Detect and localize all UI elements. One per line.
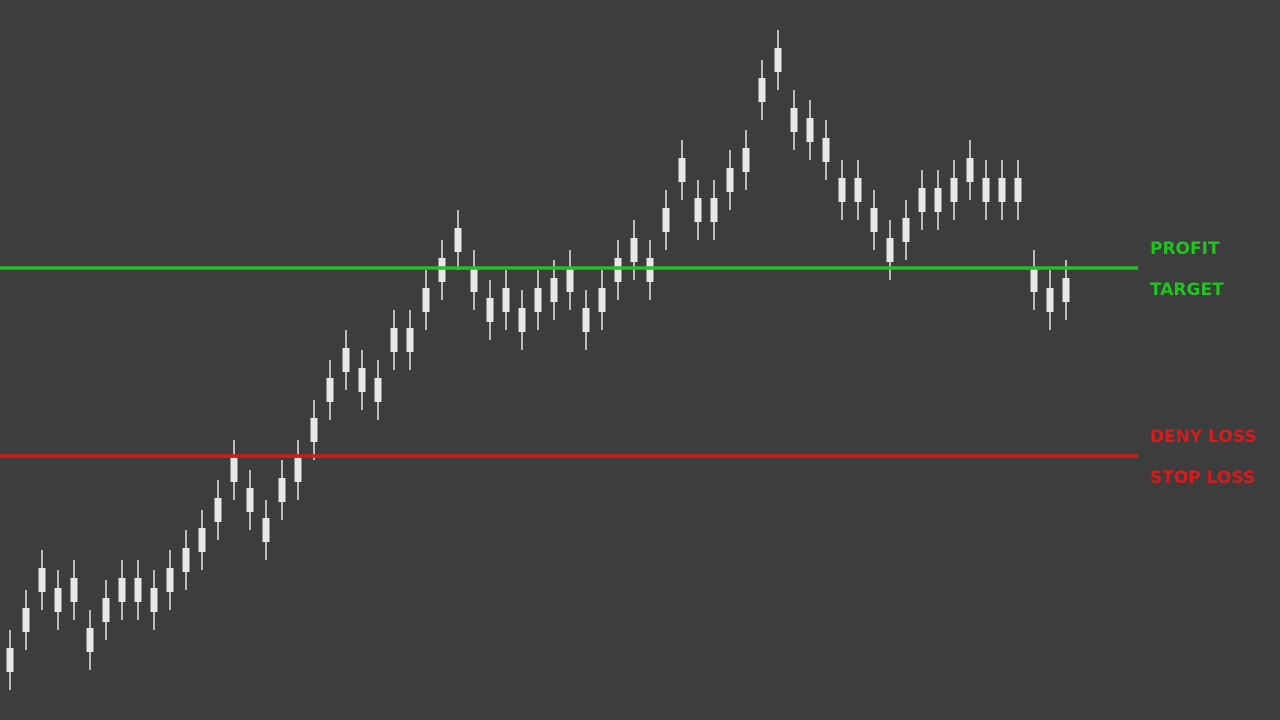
candle-body (518, 308, 526, 332)
level-label: TARGET (1150, 280, 1224, 300)
candle-body (294, 458, 302, 482)
candle-body (86, 628, 94, 652)
candle-body (742, 148, 750, 172)
candle-body (342, 348, 350, 372)
candle-body (230, 458, 238, 482)
candle-body (662, 208, 670, 232)
candle-body (54, 588, 62, 612)
candle-body (326, 378, 334, 402)
candle-body (918, 188, 926, 212)
candle-body (870, 208, 878, 232)
candle-body (966, 158, 974, 182)
candle-body (278, 478, 286, 502)
candle-body (1030, 268, 1038, 292)
candle-body (310, 418, 318, 442)
candle-body (950, 178, 958, 202)
candle-body (38, 568, 46, 592)
candle-body (1046, 288, 1054, 312)
candle-body (934, 188, 942, 212)
candle-body (838, 178, 846, 202)
candle-body (710, 198, 718, 222)
candle-body (790, 108, 798, 132)
candle-body (374, 378, 382, 402)
candle-body (22, 608, 30, 632)
candle-body (246, 488, 254, 512)
candle-body (166, 568, 174, 592)
candle-body (390, 328, 398, 352)
level-label: STOP LOSS (1150, 468, 1255, 488)
candle-body (550, 278, 558, 302)
candle-body (582, 308, 590, 332)
candle-body (694, 198, 702, 222)
candle-body (406, 328, 414, 352)
candle-body (598, 288, 606, 312)
candle-body (438, 258, 446, 282)
candle-body (1062, 278, 1070, 302)
candle-body (726, 168, 734, 192)
candle-body (774, 48, 782, 72)
candle-body (854, 178, 862, 202)
candle-body (822, 138, 830, 162)
candle-body (134, 578, 142, 602)
candle-body (614, 258, 622, 282)
candle-body (470, 268, 478, 292)
candle-body (150, 588, 158, 612)
candle-body (534, 288, 542, 312)
candle-body (630, 238, 638, 262)
candle-body (646, 258, 654, 282)
candle-body (102, 598, 110, 622)
candle-body (1014, 178, 1022, 202)
candle-body (214, 498, 222, 522)
candle-body (6, 648, 14, 672)
candle-body (422, 288, 430, 312)
level-label: PROFIT (1150, 239, 1220, 259)
candle-body (358, 368, 366, 392)
candle-body (566, 268, 574, 292)
candle-body (454, 228, 462, 252)
candle-body (486, 298, 494, 322)
candle-body (118, 578, 126, 602)
candle-body (806, 118, 814, 142)
candle-body (198, 528, 206, 552)
candle-body (998, 178, 1006, 202)
candle-body (982, 178, 990, 202)
candle-body (886, 238, 894, 262)
candle-body (182, 548, 190, 572)
candle-body (902, 218, 910, 242)
level-label: DENY LOSS (1150, 427, 1257, 447)
candle-body (502, 288, 510, 312)
candle-body (70, 578, 78, 602)
candle-body (758, 78, 766, 102)
candle-body (262, 518, 270, 542)
candle-body (678, 158, 686, 182)
